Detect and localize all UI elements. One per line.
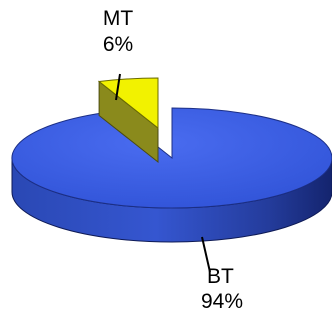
leader-line-mt [115, 73, 121, 101]
slice-label-bt: BT [207, 265, 234, 288]
slice-value-bt: 94% [201, 290, 243, 313]
pie-slices [11, 77, 332, 243]
slice-value-mt: 6% [103, 33, 133, 56]
leader-line-bt [201, 236, 211, 273]
pie-slice-bt [11, 107, 332, 209]
pie-slice-mt [97, 77, 159, 130]
slice-label-mt: MT [103, 7, 133, 30]
